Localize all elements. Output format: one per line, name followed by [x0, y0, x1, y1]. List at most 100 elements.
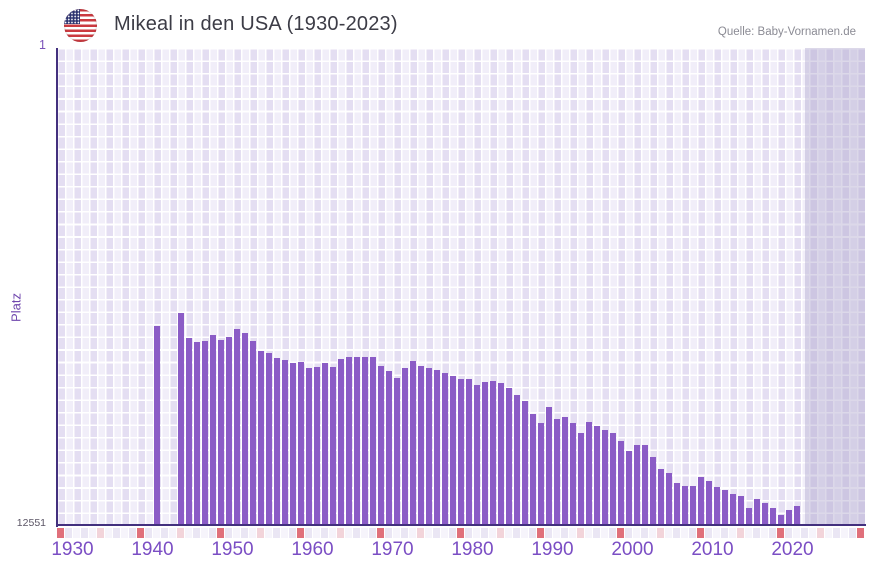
bar-2010[interactable]	[706, 480, 712, 525]
year-cell-1976	[433, 528, 440, 538]
x-tick-2000: 2000	[611, 539, 654, 560]
bar-1986[interactable]	[514, 394, 520, 525]
bar-1953[interactable]	[250, 341, 256, 525]
bar-2007[interactable]	[682, 485, 688, 525]
bar-1988[interactable]	[530, 413, 536, 525]
bar-2014[interactable]	[738, 496, 744, 525]
bar-2003[interactable]	[650, 456, 656, 525]
bar-1994[interactable]	[578, 432, 584, 525]
bar-1991[interactable]	[554, 418, 560, 525]
bar-1989[interactable]	[538, 423, 544, 525]
bar-1960[interactable]	[306, 367, 312, 525]
bar-2013[interactable]	[730, 493, 736, 525]
bar-1961[interactable]	[314, 366, 320, 525]
bar-1967[interactable]	[362, 356, 368, 525]
bar-1947[interactable]	[202, 341, 208, 525]
year-cell-1987	[521, 528, 528, 538]
bar-2016[interactable]	[754, 499, 760, 525]
bar-2008[interactable]	[690, 485, 696, 525]
bar-1970[interactable]	[386, 371, 392, 525]
bar-1996[interactable]	[594, 426, 600, 525]
bar-2018[interactable]	[770, 507, 776, 525]
bar-2015[interactable]	[746, 507, 752, 525]
bar-1978[interactable]	[450, 375, 456, 525]
bar-1987[interactable]	[522, 401, 528, 525]
bar-1979[interactable]	[458, 379, 464, 525]
bar-1985[interactable]	[506, 388, 512, 525]
bar-1980[interactable]	[466, 379, 472, 525]
bar-2000[interactable]	[626, 450, 632, 525]
bar-1951[interactable]	[234, 328, 240, 525]
bar-1973[interactable]	[410, 361, 416, 525]
bar-1968[interactable]	[370, 356, 376, 525]
bar-2009[interactable]	[698, 477, 704, 525]
bar-2002[interactable]	[642, 445, 648, 525]
bar-1974[interactable]	[418, 366, 424, 525]
year-cell-1944	[177, 528, 184, 538]
year-cell-1994	[577, 528, 584, 538]
bar-2017[interactable]	[762, 502, 768, 525]
bar-1955[interactable]	[266, 352, 272, 525]
year-cell-2007	[681, 528, 688, 538]
bar-1965[interactable]	[346, 356, 352, 525]
bar-1959[interactable]	[298, 361, 304, 525]
bar-2005[interactable]	[666, 472, 672, 525]
bar-1950[interactable]	[226, 336, 232, 525]
bar-1946[interactable]	[194, 342, 200, 525]
bar-1954[interactable]	[258, 350, 264, 525]
year-cell-2008	[689, 528, 696, 538]
bar-1981[interactable]	[474, 385, 480, 525]
bar-1945[interactable]	[186, 337, 192, 525]
bar-1971[interactable]	[394, 377, 400, 525]
year-cell-1962	[321, 528, 328, 538]
bar-1993[interactable]	[570, 423, 576, 525]
year-cell-1961	[313, 528, 320, 538]
bar-1984[interactable]	[498, 382, 504, 525]
bar-1976[interactable]	[434, 369, 440, 525]
year-cell-1956	[273, 528, 280, 538]
bar-2012[interactable]	[722, 489, 728, 525]
bar-2001[interactable]	[634, 445, 640, 525]
year-cell-1947	[201, 528, 208, 538]
bar-1966[interactable]	[354, 356, 360, 525]
bar-1962[interactable]	[322, 363, 328, 525]
year-cell-1963	[329, 528, 336, 538]
bar-1995[interactable]	[586, 421, 592, 525]
bar-1949[interactable]	[218, 339, 224, 525]
bar-1977[interactable]	[442, 372, 448, 525]
bar-1941[interactable]	[154, 325, 160, 525]
bar-2011[interactable]	[714, 486, 720, 525]
year-cell-1983	[489, 528, 496, 538]
bar-1990[interactable]	[546, 407, 552, 525]
bar-1948[interactable]	[210, 334, 216, 525]
year-cell-1941	[153, 528, 160, 538]
bar-2006[interactable]	[674, 483, 680, 525]
bar-1956[interactable]	[274, 358, 280, 525]
y-axis-line	[56, 48, 58, 527]
bar-1944[interactable]	[178, 312, 184, 525]
year-cell-1982	[481, 528, 488, 538]
year-cell-1946	[193, 528, 200, 538]
bar-1998[interactable]	[610, 432, 616, 525]
bar-2004[interactable]	[658, 469, 664, 525]
bar-1952[interactable]	[242, 333, 248, 525]
plot-area	[57, 48, 865, 525]
bar-1957[interactable]	[282, 360, 288, 525]
bar-1999[interactable]	[618, 440, 624, 525]
bar-1983[interactable]	[490, 380, 496, 525]
bar-1972[interactable]	[402, 367, 408, 525]
bar-1992[interactable]	[562, 417, 568, 525]
year-cell-2022	[801, 528, 808, 538]
bar-2020[interactable]	[786, 510, 792, 525]
bar-1997[interactable]	[602, 429, 608, 525]
bar-1958[interactable]	[290, 363, 296, 525]
bar-1969[interactable]	[378, 366, 384, 525]
bar-2021[interactable]	[794, 505, 800, 525]
bar-1963[interactable]	[330, 366, 336, 525]
year-cell-1995	[585, 528, 592, 538]
year-cell-1978	[449, 528, 456, 538]
bar-1975[interactable]	[426, 367, 432, 525]
bar-2019[interactable]	[778, 515, 784, 525]
bar-1982[interactable]	[482, 382, 488, 525]
bar-1964[interactable]	[338, 358, 344, 525]
